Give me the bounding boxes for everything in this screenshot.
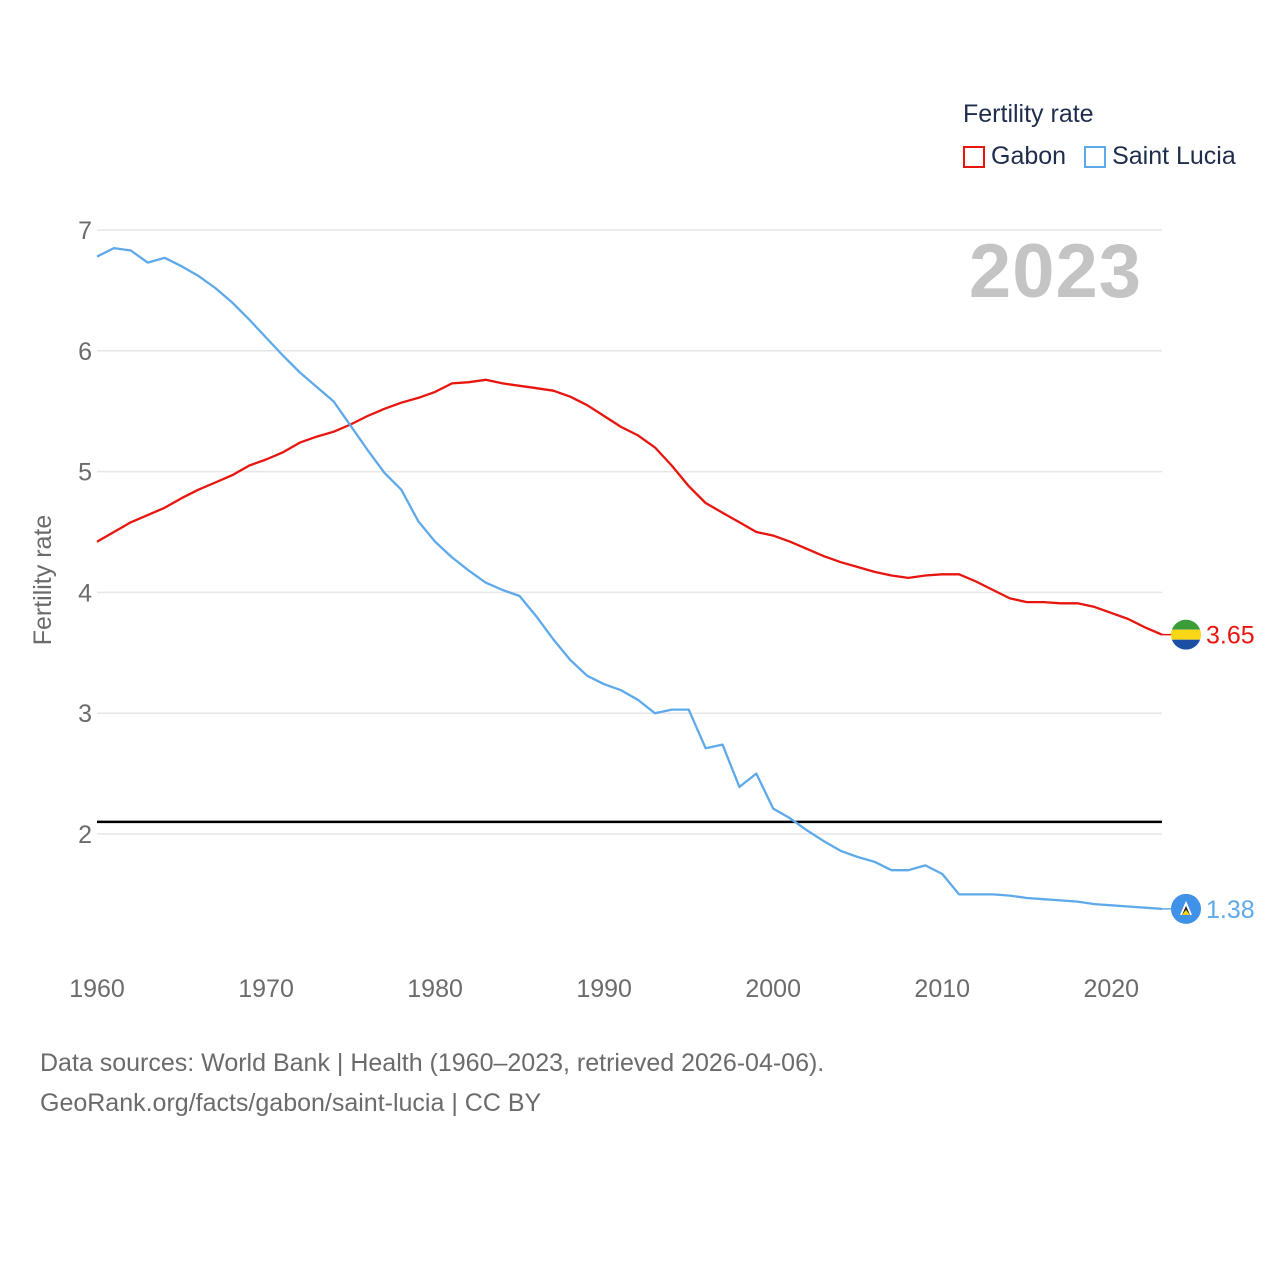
source-note: Data sources: World Bank | Health (1960–… xyxy=(40,1043,824,1123)
gridlines xyxy=(97,229,1162,835)
legend-item-saint-lucia[interactable]: Saint Lucia xyxy=(1084,142,1236,171)
legend-swatch-gabon xyxy=(963,145,985,168)
x-tick-2010: 2010 xyxy=(914,975,970,1003)
series-line-saint-lucia xyxy=(96,246,1163,911)
x-tick-1990: 1990 xyxy=(576,975,632,1003)
legend: Gabon Saint Lucia xyxy=(963,142,1254,171)
x-tick-2000: 2000 xyxy=(745,975,801,1003)
source-line-2[interactable]: GeoRank.org/facts/gabon/saint-lucia | CC… xyxy=(40,1089,542,1117)
y-axis-label: Fertility rate xyxy=(29,515,57,646)
source-line-1: Data sources: World Bank | Health (1960–… xyxy=(40,1049,825,1077)
legend-label-saint-lucia: Saint Lucia xyxy=(1112,142,1236,170)
legend-item-gabon[interactable]: Gabon xyxy=(963,142,1066,171)
y-axis-ticks: 2 3 4 5 6 7 xyxy=(78,217,92,849)
series-endpoints: 3.65 1.38 xyxy=(1162,619,1255,924)
series-line-gabon xyxy=(96,378,1163,636)
y-tick-6: 6 xyxy=(78,338,92,366)
y-tick-5: 5 xyxy=(78,459,92,487)
legend-swatch-saint-lucia xyxy=(1084,145,1107,168)
x-tick-2020: 2020 xyxy=(1083,975,1139,1003)
series-lines xyxy=(96,246,1163,911)
end-label-gabon: 3.65 xyxy=(1206,622,1255,650)
x-tick-1960: 1960 xyxy=(69,975,125,1003)
legend-title: Fertility rate xyxy=(963,100,1094,128)
y-tick-4: 4 xyxy=(78,579,92,607)
x-axis-ticks: 1960 1970 1980 1990 2000 2010 2020 xyxy=(69,975,1139,1003)
y-tick-2: 2 xyxy=(78,821,92,849)
flag-icon-saint-lucia xyxy=(1171,893,1201,924)
year-label: 2023 xyxy=(968,229,1142,314)
y-tick-3: 3 xyxy=(78,700,92,728)
y-tick-7: 7 xyxy=(78,217,92,245)
legend-label-gabon: Gabon xyxy=(991,142,1067,170)
flag-icon-gabon xyxy=(1171,619,1201,650)
end-label-saint-lucia: 1.38 xyxy=(1206,896,1255,924)
x-tick-1980: 1980 xyxy=(407,975,463,1003)
x-tick-1970: 1970 xyxy=(238,975,294,1003)
